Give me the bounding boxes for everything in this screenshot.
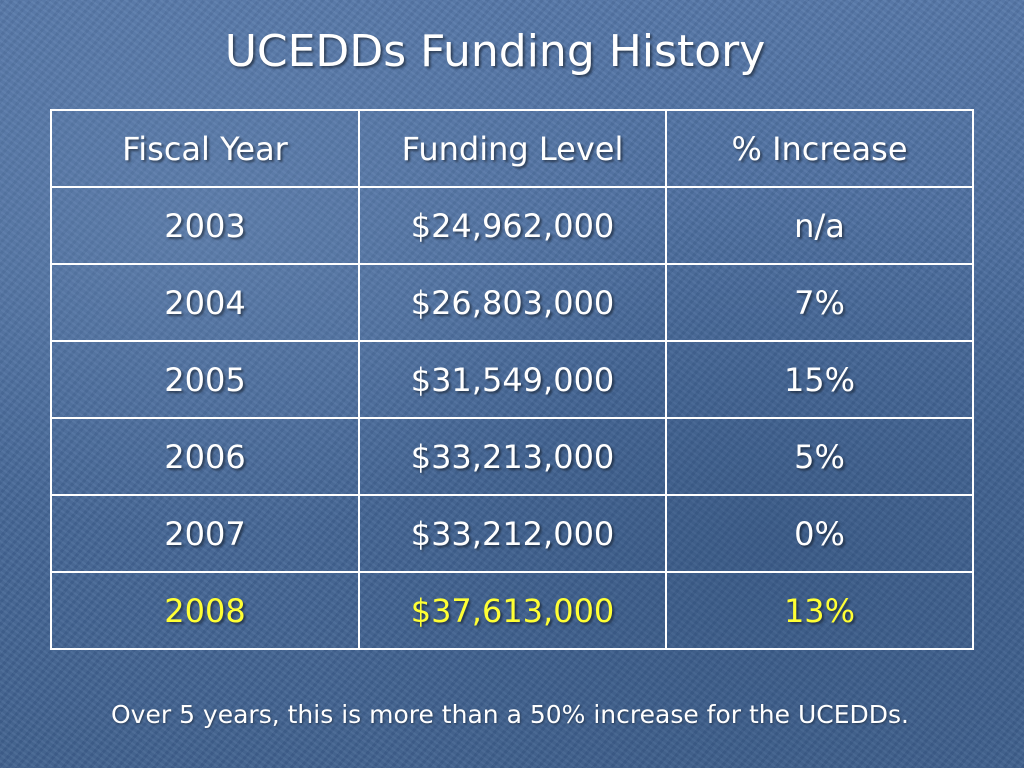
cell-percent-increase: 5%	[665, 417, 974, 496]
cell-percent-increase: 15%	[665, 340, 974, 419]
cell-fiscal-year: 2007	[50, 494, 360, 573]
table-header-row: Fiscal Year Funding Level % Increase	[50, 109, 974, 188]
table-row: 2003 $24,962,000 n/a	[50, 186, 974, 265]
cell-funding-level: $26,803,000	[358, 263, 667, 342]
table-row: 2005 $31,549,000 15%	[50, 340, 974, 419]
table-row: 2004 $26,803,000 7%	[50, 263, 974, 342]
cell-fiscal-year: 2005	[50, 340, 360, 419]
footer-note: Over 5 years, this is more than a 50% in…	[111, 700, 909, 729]
cell-funding-level: $33,213,000	[358, 417, 667, 496]
cell-percent-increase: n/a	[665, 186, 974, 265]
slide-title: UCEDDs Funding History	[224, 26, 766, 77]
cell-percent-increase: 13%	[665, 571, 974, 650]
header-fiscal-year: Fiscal Year	[50, 109, 360, 188]
cell-fiscal-year: 2006	[50, 417, 360, 496]
cell-funding-level: $24,962,000	[358, 186, 667, 265]
header-funding-level: Funding Level	[358, 109, 667, 188]
table-row-highlighted: 2008 $37,613,000 13%	[50, 571, 974, 650]
cell-percent-increase: 0%	[665, 494, 974, 573]
cell-fiscal-year: 2003	[50, 186, 360, 265]
table-row: 2007 $33,212,000 0%	[50, 494, 974, 573]
header-percent-increase: % Increase	[665, 109, 974, 188]
cell-fiscal-year: 2008	[50, 571, 360, 650]
cell-percent-increase: 7%	[665, 263, 974, 342]
cell-funding-level: $37,613,000	[358, 571, 667, 650]
funding-table: Fiscal Year Funding Level % Increase 200…	[50, 109, 974, 650]
cell-funding-level: $33,212,000	[358, 494, 667, 573]
table-row: 2006 $33,213,000 5%	[50, 417, 974, 496]
cell-fiscal-year: 2004	[50, 263, 360, 342]
cell-funding-level: $31,549,000	[358, 340, 667, 419]
